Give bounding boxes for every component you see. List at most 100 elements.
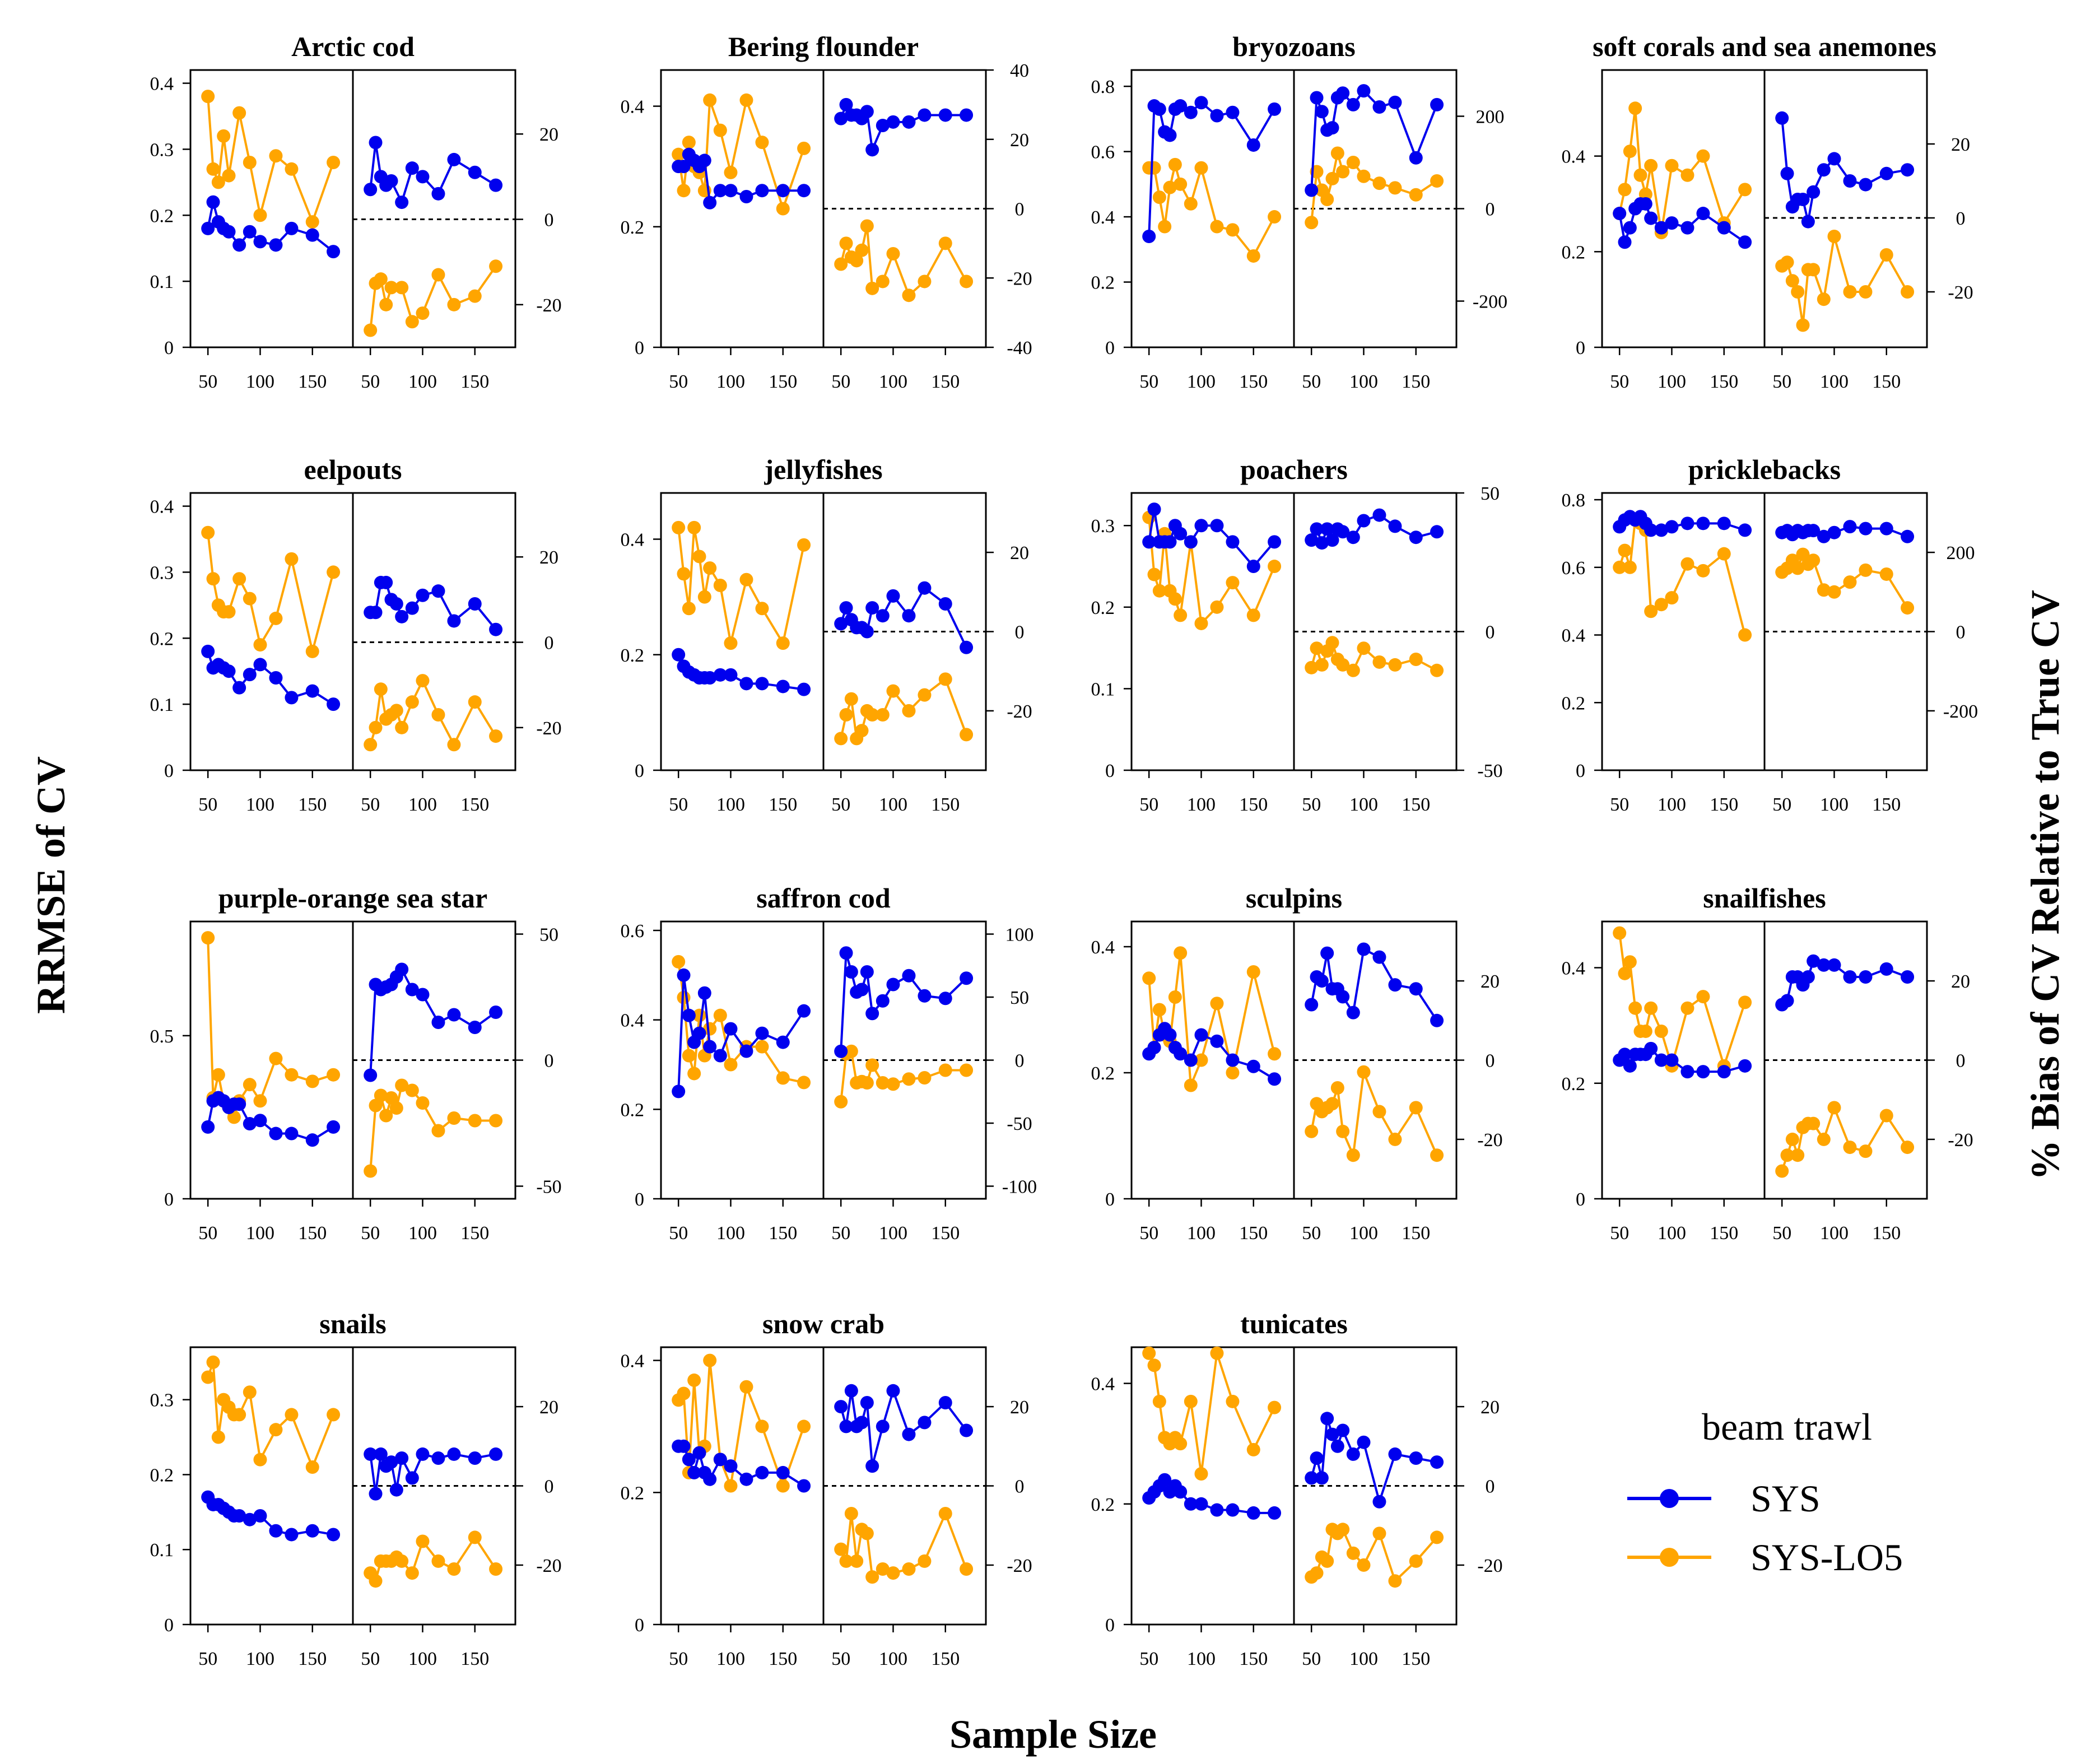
panel-4-bias-lo5-point [447,738,461,752]
panel-13-rrmse-lo5-point [755,1419,769,1433]
panel-1-xtick-label: 100 [716,371,745,392]
panel-6-rrmse-lo5-point [1210,600,1224,614]
panel-12-rrmse-sys-point [327,1528,341,1542]
panel-11-bias-sys-point [1901,970,1915,984]
panel-0-bias-lo5-point [416,306,430,320]
panel-2-bias-sys-point [1430,97,1444,111]
panel-14-xtick-label: 50 [1139,1649,1158,1669]
panel-4-bias-sys-point [379,575,393,589]
panel-11-bias-sys-point [1801,970,1815,984]
panel-5-bias-lo5-point [834,732,848,746]
panel-14-rrmse-lo5-point [1194,1467,1208,1481]
panel-6: poachers 0 0.1 0.2 0.3 -50 0 50 50 100 150 50 100 150 [1091,454,1503,815]
panel-1-xtick-label: 150 [931,371,960,392]
panel-4-bias-lo5-point [374,682,388,696]
panel-7-bias-lo5-point [1879,567,1893,581]
panel-1-rrmse-sys-point [703,196,717,210]
panel-6-bias-sys-point [1388,519,1402,533]
panel-7-rrmse-lo5-point [1623,560,1637,574]
panel-12-bias-sys-point [374,1447,388,1461]
panel-11-rrmse-lo5-point [1738,995,1752,1009]
panel-2-ytick-right-label: -200 [1473,292,1507,313]
panel-11-rrmse-lo5-point [1628,1001,1642,1015]
panel-8-rrmse-lo5-point [269,1051,283,1065]
panel-0-xtick-label: 150 [460,371,489,392]
panel-12-bias-lo5-point [431,1554,445,1568]
panel-13-bias-lo5-point [834,1542,848,1556]
panel-0-bias-lo5-point [395,281,409,295]
panel-12-rrmse-lo5-point [232,1408,246,1422]
panel-9-bias-sys-point [865,1007,879,1021]
panel-0-xtick-label: 50 [198,371,217,392]
panel-0-bias-sys-point [364,183,378,197]
panel-3-bias-sys-point [1807,185,1821,199]
panel-0-rrmse-sys-point [285,221,299,235]
panel-13-bias-sys-point [860,1396,874,1409]
panel-2-xtick-label: 150 [1402,371,1430,392]
panel-0-ytick-right-label: 0 [544,210,554,231]
panel-7-ytick-left-label: 0.8 [1562,490,1586,511]
panel-9-xtick-label: 150 [931,1223,960,1244]
panel-2-bias-sys-point [1388,95,1402,109]
panel-5-rrmse-lo5-point [692,550,706,564]
panel-12-ytick-left-label: 0.1 [150,1540,174,1561]
panel-6-ytick-right-label: 0 [1486,622,1495,643]
panel-1-rrmse-lo5-point [672,147,686,161]
panel-4-title: eelpouts [304,454,402,485]
panel-3-rrmse-lo5-point [1680,168,1694,182]
panel-2-xtick-label: 150 [1239,371,1268,392]
panel-4-bias-sys-point [389,597,403,611]
panel-1-rrmse-lo5-point [724,165,738,179]
panel-6-ytick-left-label: 0.3 [1091,516,1115,537]
panel-11-bias-sys-point [1807,954,1821,968]
panel-4-xtick-label: 50 [361,794,380,815]
panel-0-rrmse-lo5-point [243,156,257,169]
panel-4-bias-sys-point [489,622,503,636]
panel-3-bias-lo5-point [1859,285,1873,299]
panel-13-rrmse-sys-point [692,1446,706,1460]
panel-4-bias-lo5-point [468,695,482,709]
panel-9-rrmse-sys-point [776,1035,790,1049]
panel-12-ytick-right-label: -20 [536,1556,561,1576]
panel-8-bias-sys-point [447,1008,461,1022]
panel-7-rrmse-lo5-point [1680,557,1694,571]
panel-5-rrmse-lo5-point [682,602,696,616]
panel-12-ytick-left-label: 0.3 [150,1390,174,1411]
panel-10-rrmse-sys-point [1226,1053,1240,1067]
panel-7-rrmse-lo5-point [1738,628,1752,642]
panel-7-rrmse-sys-point [1644,523,1658,537]
panel-1-rrmse-lo5-point [797,141,811,155]
panel-5-rrmse-sys-point [755,677,769,691]
panel-2-rrmse-sys-point [1184,105,1198,119]
panel-7-xtick-label: 100 [1658,794,1686,815]
panel-13-ytick-right-label: 20 [1010,1397,1029,1418]
panel-5-title: jellyfishes [763,454,882,485]
panel-14-xtick-label: 150 [1239,1649,1268,1669]
panel-13-ytick-left-label: 0.2 [621,1483,645,1504]
panel-11-bias-lo5-point [1775,1164,1789,1178]
panel-9-bias-lo5-point [918,1071,932,1085]
panel-0-bias-lo5-point [364,323,378,337]
panel-3-rrmse-lo5-point [1633,168,1647,182]
panel-4-bias-sys-point [431,584,445,598]
panel-1-bias-lo5-point [850,254,864,268]
panel-8-bias-lo5-point [468,1114,482,1128]
panel-11-bias-lo5-point [1785,1132,1799,1146]
panel-6-bias-lo5-point [1372,655,1386,669]
panel-2-rrmse-sys-point [1152,102,1166,116]
panel-9-ytick-right-label: 50 [1010,988,1029,1008]
panel-1-bias-lo5-point [865,281,879,295]
panel-12-ytick-left-label: 0.2 [150,1465,174,1486]
panel-11-bias-sys-point [1843,970,1857,984]
panel-5-rrmse-lo5-point [724,636,738,650]
panel-12-rrmse-sys-point [232,1509,246,1523]
panel-9-bias-lo5-point [834,1095,848,1109]
panel-9-bias-lo5-point [938,1063,952,1077]
panel-13-rrmse-sys-point [687,1465,701,1479]
panel-4-bias-lo5-point [416,674,430,688]
panel-6-ytick-left-label: 0.1 [1091,679,1115,700]
panel-3-ytick-right-label: 20 [1951,134,1970,155]
panel-0-bias-sys-point [489,178,503,192]
panel-5-rrmse-lo5-point [797,538,811,552]
panel-5-rrmse-lo5-line [677,527,806,646]
